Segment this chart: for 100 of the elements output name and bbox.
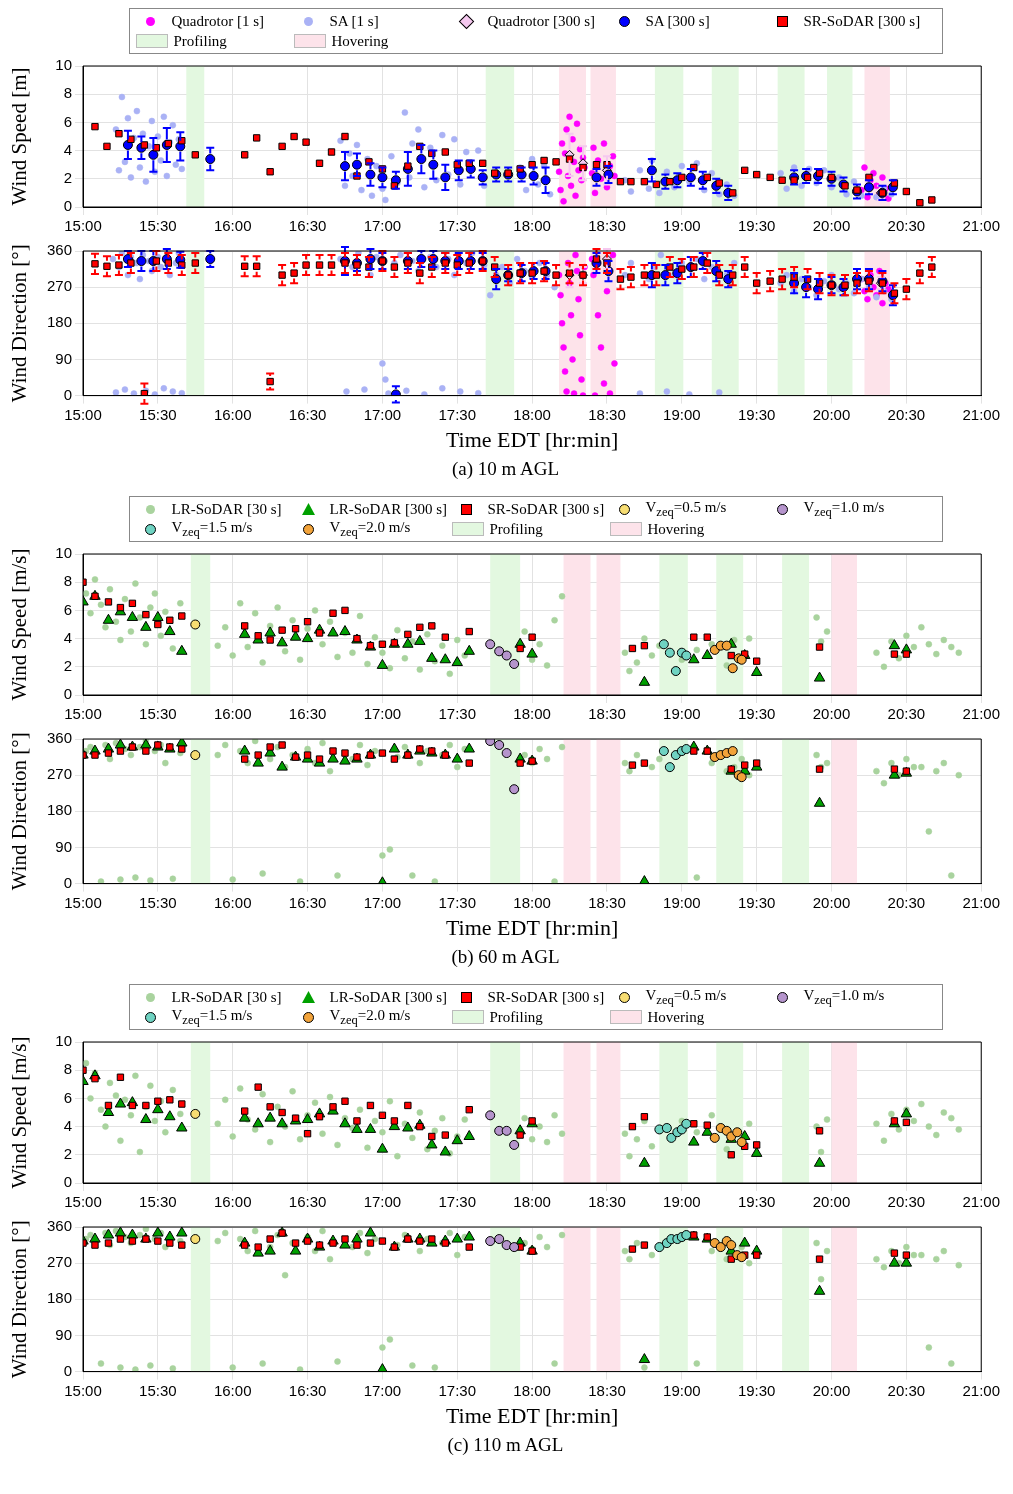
legend-label: SR-SoDAR [300 s]	[803, 12, 921, 30]
x-tick-label: 16:00	[213, 217, 252, 235]
x-axis-title: Time EDT [hr:min]	[445, 1402, 619, 1428]
x-tick-label: 21:00	[962, 705, 1001, 723]
y-tick-label: 90	[55, 349, 72, 367]
x-tick-label: 19:00	[663, 405, 701, 423]
x-tick-label: 16:30	[288, 1193, 327, 1211]
x-tick-label: 21:00	[962, 405, 1001, 423]
x-tick-label: 15:00	[64, 893, 102, 911]
y-tick-label: 8	[63, 84, 72, 102]
x-tick-label: 17:00	[363, 893, 402, 911]
x-tick-label: 16:30	[288, 1381, 327, 1399]
y-tick-label: 6	[63, 600, 72, 618]
legend-label: V$_{zeq}$=1.0 m/s	[803, 498, 885, 520]
x-tick-label: 18:30	[588, 405, 626, 423]
x-tick-label: 17:30	[438, 405, 477, 423]
legend-label: Profiling	[173, 32, 227, 50]
x-tick-label: 18:30	[588, 1193, 626, 1211]
x-tick-label: 16:30	[288, 217, 327, 235]
x-tick-label: 20:30	[887, 405, 926, 423]
y-tick-label: 270	[46, 1253, 72, 1271]
x-tick-label: 18:30	[588, 217, 626, 235]
legend-label: SA [300 s]	[645, 12, 710, 30]
x-tick-label: 17:00	[363, 405, 402, 423]
y-tick-label: 180	[46, 801, 72, 819]
y-tick-label: 10	[55, 544, 72, 562]
y-tick-label: 8	[63, 572, 72, 590]
x-tick-label: 17:00	[363, 705, 402, 723]
x-tick-label: 21:00	[962, 217, 1001, 235]
x-tick-label: 16:00	[213, 893, 252, 911]
x-tick-label: 20:00	[812, 1381, 851, 1399]
y-axis-title: Wind Speed [m/s]	[7, 1036, 32, 1189]
x-tick-label: 18:00	[513, 217, 551, 235]
y-tick-label: 2	[63, 168, 72, 186]
x-tick-label: 16:30	[288, 405, 327, 423]
x-tick-label: 15:30	[139, 1381, 177, 1399]
x-tick-label: 19:00	[663, 217, 701, 235]
legend-label: Hovering	[331, 32, 389, 50]
y-tick-label: 360	[46, 1217, 72, 1235]
legend-label: Profiling	[489, 1008, 543, 1026]
x-tick-label: 19:00	[663, 1381, 701, 1399]
legend-label: SR-SoDAR [300 s]	[487, 500, 605, 518]
x-tick-label: 20:30	[887, 705, 926, 723]
y-axis-title: Wind Speed [m/s]	[7, 548, 32, 701]
y-tick-label: 90	[55, 837, 72, 855]
x-tick-label: 16:00	[213, 705, 252, 723]
x-tick-label: 18:30	[588, 893, 626, 911]
y-tick-label: 2	[63, 1144, 72, 1162]
y-tick-label: 0	[63, 685, 72, 703]
x-tick-label: 15:30	[139, 405, 177, 423]
x-axis-title: Time EDT [hr:min]	[445, 914, 619, 940]
x-tick-label: 17:30	[438, 893, 477, 911]
x-tick-label: 19:30	[737, 217, 776, 235]
x-tick-label: 16:00	[213, 1381, 252, 1399]
x-tick-label: 20:00	[812, 405, 851, 423]
legend-label: V$_{zeq}$=1.5 m/s	[171, 518, 253, 540]
y-tick-label: 360	[46, 729, 72, 747]
x-tick-label: 18:00	[513, 1381, 551, 1399]
x-tick-label: 15:00	[64, 217, 102, 235]
legend-label: SR-SoDAR [300 s]	[487, 988, 605, 1006]
y-tick-label: 0	[63, 873, 72, 891]
x-tick-label: 20:00	[812, 705, 851, 723]
y-tick-label: 4	[63, 1116, 72, 1134]
legend-label: V$_{zeq}$=1.0 m/s	[803, 986, 885, 1008]
x-tick-label: 19:00	[663, 705, 701, 723]
y-tick-label: 4	[63, 140, 72, 158]
x-tick-label: 15:00	[64, 1381, 102, 1399]
legend-label: V$_{zeq}$=2.0 m/s	[329, 1006, 411, 1028]
x-tick-label: 19:30	[737, 705, 776, 723]
y-tick-label: 0	[63, 197, 72, 215]
y-tick-label: 8	[63, 1060, 72, 1078]
y-tick-label: 6	[63, 112, 72, 130]
legend-label: SA [1 s]	[329, 12, 379, 30]
y-tick-label: 0	[63, 1173, 72, 1191]
legend-label: Quadrotor [300 s]	[487, 12, 595, 30]
y-axis-title: Wind Direction [°]	[7, 732, 32, 891]
x-tick-label: 21:00	[962, 893, 1001, 911]
x-tick-label: 19:00	[663, 893, 701, 911]
x-tick-label: 20:30	[887, 1193, 926, 1211]
y-tick-label: 180	[46, 1289, 72, 1307]
x-tick-label: 19:30	[737, 1381, 776, 1399]
x-tick-label: 16:00	[213, 1193, 252, 1211]
x-tick-label: 15:30	[139, 705, 177, 723]
legend-label: LR-SoDAR [30 s]	[171, 988, 282, 1006]
text: (c) 110 m AGL	[446, 1434, 565, 1456]
legend-label: LR-SoDAR [30 s]	[171, 500, 282, 518]
y-tick-label: 10	[55, 1032, 72, 1050]
y-tick-label: 270	[46, 765, 72, 783]
x-tick-label: 21:00	[962, 1193, 1001, 1211]
x-tick-label: 15:30	[139, 1193, 177, 1211]
legend-label: LR-SoDAR [300 s]	[329, 500, 448, 518]
x-tick-label: 20:00	[812, 1193, 851, 1211]
y-tick-label: 2	[63, 656, 72, 674]
y-tick-label: 90	[55, 1325, 72, 1343]
y-tick-label: 0	[63, 385, 72, 403]
legend-label: Hovering	[647, 520, 705, 538]
x-tick-label: 15:30	[139, 217, 177, 235]
x-tick-label: 15:30	[139, 893, 177, 911]
x-tick-label: 15:00	[64, 405, 102, 423]
legend-label: V$_{zeq}$=0.5 m/s	[645, 986, 727, 1008]
